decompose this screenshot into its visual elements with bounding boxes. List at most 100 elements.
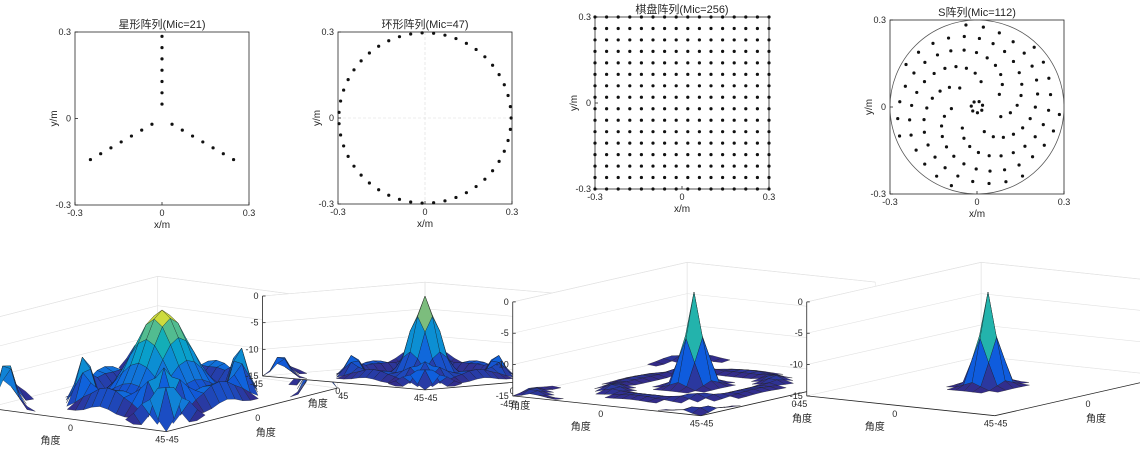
mic-point [908, 118, 912, 122]
mic-point [896, 116, 900, 121]
mic-point [593, 72, 597, 76]
plot-title: 星形阵列(Mic=21) [118, 17, 205, 31]
surface-patch [546, 397, 564, 400]
x-axis [806, 395, 995, 417]
x-axis-label: 角度 [571, 420, 591, 433]
mic-point [982, 129, 986, 134]
mic-point [674, 61, 678, 65]
mic-point [420, 201, 424, 205]
mic-point [628, 26, 632, 31]
mic-point [993, 63, 998, 67]
mic-point [755, 84, 760, 88]
mic-point [923, 60, 927, 64]
mic-point [949, 107, 953, 111]
z-tick-label: -5 [501, 328, 509, 338]
mic-point [697, 84, 702, 88]
z-tick-label: 0 [254, 291, 259, 301]
mic-point [1046, 108, 1051, 112]
mic-point [605, 107, 609, 111]
mic-point [605, 175, 609, 180]
mic-point [663, 72, 667, 76]
mic-point [744, 38, 748, 42]
mic-point [933, 155, 937, 159]
mic-point [628, 38, 632, 42]
mic-point [952, 154, 956, 158]
mic-point [387, 193, 391, 197]
surface-patch [672, 395, 690, 404]
mic-point [616, 15, 620, 19]
mic-point [651, 26, 655, 31]
mic-point [1019, 93, 1023, 98]
x-axis [262, 375, 426, 391]
y-tick-label: -45 [166, 435, 179, 445]
grid-line [981, 324, 1140, 342]
mic-point [744, 72, 748, 76]
mic-point [99, 152, 103, 156]
mic-point [744, 175, 748, 180]
grid-line [512, 262, 688, 303]
mic-point [974, 167, 978, 171]
mic-point [628, 118, 632, 122]
mic-point [663, 49, 667, 54]
mic-point [732, 38, 736, 42]
x-tick-label: 0.3 [243, 208, 256, 218]
y-axis-label: y/m [312, 110, 323, 126]
mic-point [338, 133, 343, 137]
mic-point [744, 15, 748, 19]
mic-point [964, 23, 968, 27]
mic-point [987, 181, 991, 186]
mic-point [1035, 92, 1040, 96]
mic-point [1030, 155, 1035, 159]
mic-point [605, 84, 609, 88]
mic-point [1047, 76, 1051, 80]
mic-point [509, 116, 513, 120]
mic-point [767, 49, 771, 54]
z-tick-label: -5 [251, 318, 259, 328]
y-tick-label: 0 [792, 399, 797, 409]
mic-point [686, 107, 690, 111]
y-tick-label: 0.3 [58, 27, 71, 37]
mic-point [201, 140, 205, 144]
mic-point [593, 153, 597, 157]
grid-line [806, 262, 982, 303]
mic-point [651, 164, 655, 168]
mic-point [651, 38, 655, 42]
mic-point [502, 83, 506, 87]
mic-point [628, 15, 632, 19]
mic-point [593, 164, 597, 168]
mic-point [1041, 60, 1045, 64]
grid-line [262, 308, 426, 323]
mic-point [180, 128, 184, 132]
mic-point [977, 36, 982, 41]
mic-point [338, 99, 343, 103]
mic-point [432, 31, 436, 35]
mic-point [639, 118, 644, 122]
x-axis-label: x/m [674, 204, 690, 215]
mic-point [767, 175, 771, 180]
y-tick-label: 0 [1086, 399, 1091, 409]
mic-point [944, 145, 949, 149]
mic-point [744, 153, 748, 157]
mic-point [616, 84, 620, 88]
mic-point [931, 41, 935, 45]
mic-point [616, 72, 620, 76]
mic-point [190, 134, 195, 138]
mic-point [939, 124, 944, 128]
mic-point [508, 127, 512, 131]
mic-point [709, 141, 713, 145]
mic-point [981, 25, 985, 29]
mic-point [964, 66, 969, 70]
y-tick-label: 0 [881, 102, 886, 112]
array-plot-3: -0.3 0 0.3 -0.3 0 0.3 棋盘阵列(Mic=256) x/m y/m [569, 2, 775, 215]
mic-point [342, 144, 346, 148]
plot-title: S阵列(Mic=112) [938, 5, 1016, 19]
grid-line [512, 324, 688, 365]
mic-point [674, 95, 678, 99]
mic-point [474, 47, 478, 52]
mic-point [987, 154, 991, 158]
mic-point [954, 65, 958, 69]
grid-line [806, 293, 982, 334]
mic-point [616, 107, 620, 111]
